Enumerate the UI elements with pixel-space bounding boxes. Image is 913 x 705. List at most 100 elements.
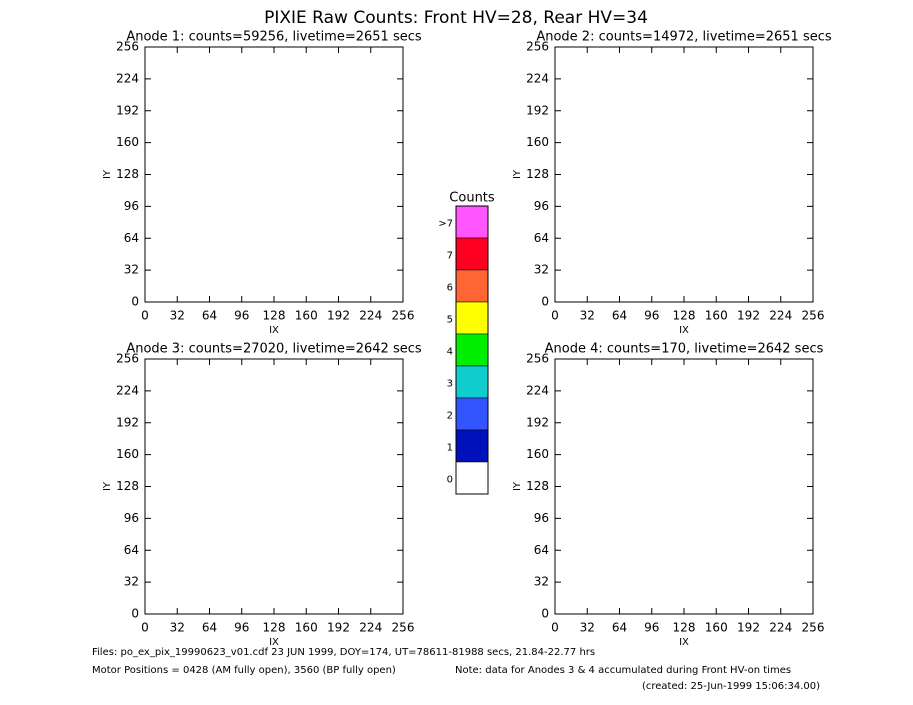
x-tick-label: 32 — [580, 309, 595, 323]
x-tick-label: 64 — [202, 621, 217, 635]
colorbar-swatch — [455, 269, 489, 303]
y-tick-label: 192 — [526, 103, 549, 117]
y-tick-label: 256 — [116, 40, 139, 54]
colorbar-label: 1 — [447, 443, 453, 454]
x-tick-label: 160 — [295, 621, 318, 635]
y-tick-label: 128 — [116, 167, 139, 181]
colorbar-swatch — [455, 429, 489, 463]
y-tick-label: 0 — [131, 607, 139, 621]
y-tick-label: 64 — [124, 543, 139, 557]
footer-created: (created: 25-Jun-1999 15:06:34.00) — [642, 681, 820, 692]
plot-frame — [144, 46, 404, 303]
y-tick-label: 256 — [116, 352, 139, 366]
footer-note: Note: data for Anodes 3 & 4 accumulated … — [455, 665, 791, 676]
colorbar-title: Counts — [449, 191, 495, 206]
colorbar-label: 4 — [447, 347, 453, 358]
y-tick-label: 160 — [526, 447, 549, 461]
y-tick-label: 160 — [526, 135, 549, 149]
y-axis-label: IY — [512, 169, 523, 179]
x-tick-label: 192 — [327, 621, 350, 635]
panel-title: Anode 4: counts=170, livetime=2642 secs — [545, 342, 824, 357]
y-tick-label: 224 — [526, 383, 549, 397]
y-tick-label: 32 — [124, 263, 139, 277]
x-tick-label: 224 — [769, 621, 792, 635]
x-tick-label: 128 — [263, 621, 286, 635]
x-tick-label: 160 — [705, 309, 728, 323]
x-tick-label: 64 — [202, 309, 217, 323]
x-axis-label: IX — [269, 325, 279, 336]
x-tick-label: 0 — [551, 621, 559, 635]
colorbar-label: 5 — [447, 315, 453, 326]
y-tick-label: 192 — [116, 415, 139, 429]
x-tick-label: 96 — [234, 621, 249, 635]
footer-files: Files: po_ex_pix_19990623_v01.cdf 23 JUN… — [92, 647, 595, 658]
y-tick-label: 128 — [526, 167, 549, 181]
colorbar-frame — [455, 205, 489, 495]
y-tick-label: 160 — [116, 135, 139, 149]
x-axis-label: IX — [679, 325, 689, 336]
colorbar-swatch — [455, 397, 489, 431]
x-tick-label: 128 — [263, 309, 286, 323]
y-tick-label: 32 — [534, 575, 549, 589]
x-tick-label: 160 — [295, 309, 318, 323]
colorbar-label: 0 — [447, 475, 453, 486]
x-axis-label: IX — [679, 637, 689, 648]
colorbar-label: 3 — [447, 379, 453, 390]
y-axis-label: IY — [102, 169, 113, 179]
y-axis-label: IY — [102, 481, 113, 491]
y-tick-label: 160 — [116, 447, 139, 461]
plot-frame — [144, 358, 404, 615]
colorbar-swatch — [455, 333, 489, 367]
y-tick-label: 96 — [124, 511, 139, 525]
colorbar-label: 7 — [447, 251, 453, 262]
y-tick-label: 32 — [124, 575, 139, 589]
y-tick-label: 224 — [526, 71, 549, 85]
x-tick-label: 224 — [359, 621, 382, 635]
x-tick-label: 32 — [580, 621, 595, 635]
figure-title: PIXIE Raw Counts: Front HV=28, Rear HV=3… — [264, 8, 648, 28]
y-tick-label: 128 — [116, 479, 139, 493]
y-axis-label: IY — [512, 481, 523, 491]
y-tick-label: 96 — [534, 199, 549, 213]
y-tick-label: 224 — [116, 71, 139, 85]
x-tick-label: 256 — [802, 309, 825, 323]
y-tick-label: 64 — [124, 231, 139, 245]
x-tick-label: 256 — [802, 621, 825, 635]
y-tick-label: 256 — [526, 352, 549, 366]
y-tick-label: 0 — [541, 607, 549, 621]
panel-title: Anode 2: counts=14972, livetime=2651 sec… — [536, 30, 832, 45]
x-tick-label: 96 — [644, 309, 659, 323]
x-tick-label: 0 — [141, 309, 149, 323]
footer-motor: Motor Positions = 0428 (AM fully open), … — [92, 665, 396, 676]
colorbar-swatch — [455, 461, 489, 495]
x-tick-label: 128 — [673, 621, 696, 635]
colorbar-swatch — [455, 205, 489, 239]
x-tick-label: 224 — [359, 309, 382, 323]
x-tick-label: 256 — [392, 621, 415, 635]
x-tick-label: 96 — [644, 621, 659, 635]
x-tick-label: 160 — [705, 621, 728, 635]
x-tick-label: 32 — [170, 309, 185, 323]
x-tick-label: 256 — [392, 309, 415, 323]
y-tick-label: 128 — [526, 479, 549, 493]
y-tick-label: 32 — [534, 263, 549, 277]
x-tick-label: 192 — [737, 621, 760, 635]
plot-frame — [554, 46, 814, 303]
y-tick-label: 64 — [534, 543, 549, 557]
panel-title: Anode 3: counts=27020, livetime=2642 sec… — [126, 342, 422, 357]
y-tick-label: 0 — [131, 295, 139, 309]
y-tick-label: 0 — [541, 295, 549, 309]
x-tick-label: 0 — [141, 621, 149, 635]
y-tick-label: 96 — [534, 511, 549, 525]
panel-title: Anode 1: counts=59256, livetime=2651 sec… — [126, 30, 422, 45]
colorbar-swatch — [455, 301, 489, 335]
colorbar-label: 6 — [447, 283, 453, 294]
colorbar-label: >7 — [438, 219, 453, 230]
y-tick-label: 256 — [526, 40, 549, 54]
y-tick-label: 192 — [116, 103, 139, 117]
x-tick-label: 64 — [612, 621, 627, 635]
y-tick-label: 64 — [534, 231, 549, 245]
plot-frame — [554, 358, 814, 615]
x-tick-label: 32 — [170, 621, 185, 635]
